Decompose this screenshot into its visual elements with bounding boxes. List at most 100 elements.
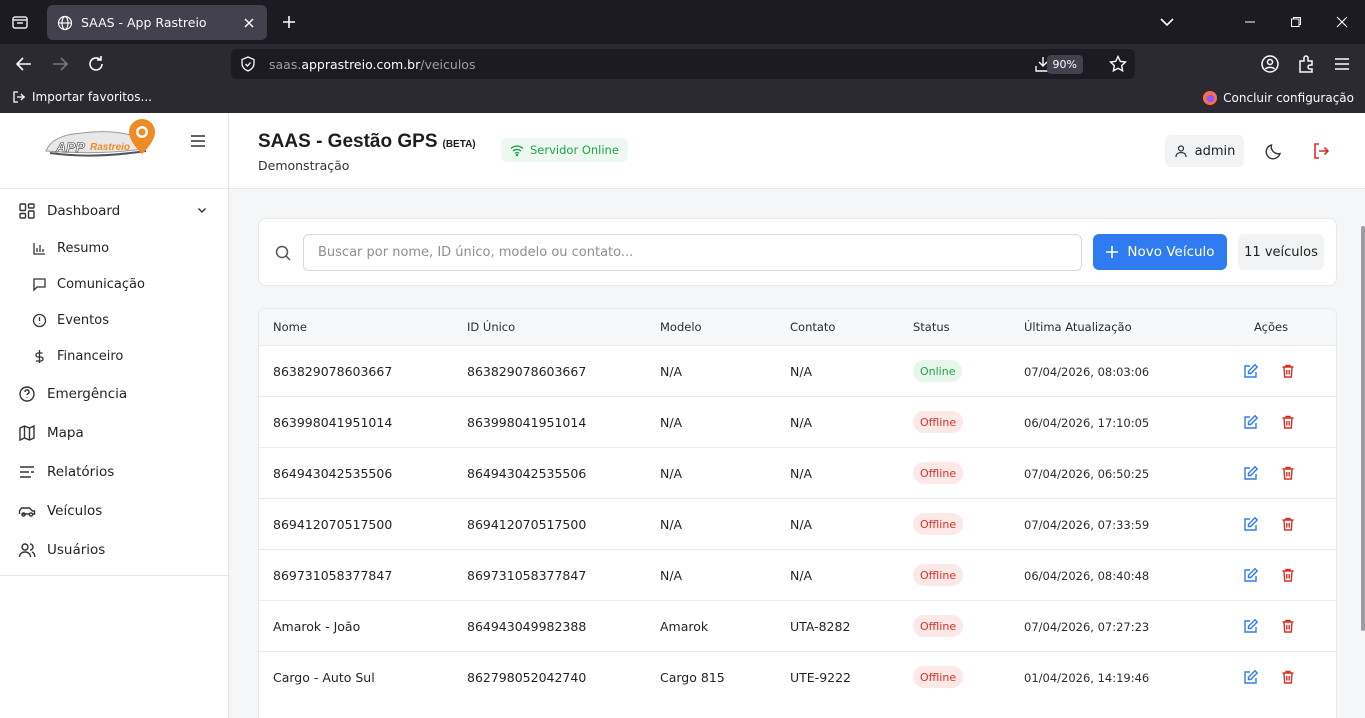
cell-contato: UTA-8282 xyxy=(790,619,851,634)
cell-id: 862798052042740 xyxy=(467,670,587,685)
col-modelo: Modelo xyxy=(660,320,702,334)
svg-text:APP: APP xyxy=(55,139,85,155)
edit-icon[interactable] xyxy=(1243,465,1259,481)
browser-nav-bar: saas.apprastreio.com.br/veiculos 90% xyxy=(0,44,1365,84)
user-menu-button[interactable]: admin xyxy=(1165,135,1244,167)
trash-icon[interactable] xyxy=(1280,516,1296,532)
page-title: SAAS - Gestão GPS (BETA) xyxy=(258,131,476,152)
app: APP Rastreio Dashboard Resumo Comunicaçã… xyxy=(0,113,1365,718)
cell-nome: 869412070517500 xyxy=(273,517,393,532)
status-badge: Offline xyxy=(913,666,964,688)
status-badge: Online xyxy=(913,360,963,382)
message-icon xyxy=(33,277,46,292)
cell-updated: 07/04/2026, 07:33:59 xyxy=(1024,518,1150,532)
trash-icon[interactable] xyxy=(1280,669,1296,685)
cell-modelo: N/A xyxy=(660,415,683,430)
trash-icon[interactable] xyxy=(1280,363,1296,379)
finish-setup[interactable]: Concluir configuração xyxy=(1202,90,1354,106)
sidebar-item-comunicacao[interactable]: Comunicação xyxy=(0,266,228,302)
sidebar-item-veiculos[interactable]: Veículos xyxy=(0,491,228,530)
tab-overview-icon[interactable] xyxy=(0,0,40,44)
cell-nome: Amarok - João xyxy=(273,619,361,634)
url-bar[interactable]: saas.apprastreio.com.br/veiculos 90% xyxy=(231,49,1135,79)
list-icon xyxy=(20,465,34,478)
edit-icon[interactable] xyxy=(1243,669,1259,685)
cell-contato: N/A xyxy=(790,364,813,379)
search-input[interactable] xyxy=(303,234,1082,271)
cell-updated: 06/04/2026, 08:40:48 xyxy=(1024,569,1150,583)
dollar-icon xyxy=(35,349,44,363)
edit-icon[interactable] xyxy=(1243,516,1259,532)
main-content: SAAS - Gestão GPS (BETA) Demonstração Ser… xyxy=(229,113,1365,718)
chart-icon xyxy=(33,242,45,255)
import-bookmarks[interactable]: Importar favoritos... xyxy=(12,90,152,104)
sidebar-item-relatorios[interactable]: Relatórios xyxy=(0,452,228,491)
trash-icon[interactable] xyxy=(1280,618,1296,634)
cell-modelo: N/A xyxy=(660,568,683,583)
edit-icon[interactable] xyxy=(1243,618,1259,634)
account-icon[interactable] xyxy=(1259,53,1281,75)
trash-icon[interactable] xyxy=(1280,414,1296,430)
table-row: 863998041951014 863998041951014 N/A N/A Offl… xyxy=(259,396,1336,447)
zoom-level[interactable]: 90% xyxy=(1046,55,1083,74)
cell-nome: 869731058377847 xyxy=(273,568,393,583)
sidebar-item-eventos[interactable]: Eventos xyxy=(0,302,228,338)
sidebar-item-emergencia[interactable]: Emergência xyxy=(0,374,228,413)
browser-tab[interactable]: SAAS - App Rastreio xyxy=(47,5,267,40)
alert-icon xyxy=(32,313,47,327)
restore-icon[interactable] xyxy=(1273,0,1319,44)
status-badge: Offline xyxy=(913,411,964,433)
logout-icon[interactable] xyxy=(1311,141,1331,161)
col-nome: Nome xyxy=(273,320,307,334)
reload-icon[interactable] xyxy=(85,53,107,75)
chevron-down-icon[interactable] xyxy=(196,204,208,216)
sidebar-item-financeiro[interactable]: Financeiro xyxy=(0,338,228,374)
cell-contato: N/A xyxy=(790,517,813,532)
scrollbar[interactable] xyxy=(1361,226,1365,631)
close-window-icon[interactable] xyxy=(1319,0,1365,44)
table-row: 864943042535506 864943042535506 N/A N/A Offl… xyxy=(259,447,1336,498)
sidebar-item-mapa[interactable]: Mapa xyxy=(0,413,228,452)
menu-icon[interactable] xyxy=(1331,53,1353,75)
table-row: 863829078603667 863829078603667 N/A N/A Onli… xyxy=(259,345,1336,396)
cell-contato: N/A xyxy=(790,415,813,430)
minimize-icon[interactable] xyxy=(1227,0,1273,44)
cell-modelo: N/A xyxy=(660,364,683,379)
new-vehicle-button[interactable]: Novo Veículo xyxy=(1093,234,1227,270)
cell-updated: 07/04/2026, 07:27:23 xyxy=(1024,620,1150,634)
sidebar-divider xyxy=(0,575,229,576)
forward-icon[interactable] xyxy=(49,53,71,75)
col-updated: Última Atualização xyxy=(1024,320,1132,334)
cell-updated: 07/04/2026, 08:03:06 xyxy=(1024,365,1150,379)
edit-icon[interactable] xyxy=(1243,567,1259,583)
browser-tab-bar: SAAS - App Rastreio xyxy=(0,0,1365,44)
beta-label: (BETA) xyxy=(442,139,476,150)
star-icon[interactable] xyxy=(1108,54,1128,74)
back-icon[interactable] xyxy=(13,53,35,75)
extensions-icon[interactable] xyxy=(1295,53,1317,75)
chevron-down-icon[interactable] xyxy=(1156,11,1178,33)
shield-icon[interactable] xyxy=(239,55,257,73)
edit-icon[interactable] xyxy=(1243,414,1259,430)
app-logo: APP Rastreio xyxy=(45,119,155,157)
sidebar-item-dashboard[interactable]: Dashboard xyxy=(0,191,228,230)
col-status: Status xyxy=(913,320,950,334)
sidebar-item-resumo[interactable]: Resumo xyxy=(0,230,228,266)
cell-modelo: Amarok xyxy=(660,619,709,634)
cell-contato: N/A xyxy=(790,466,813,481)
help-icon xyxy=(19,385,35,402)
trash-icon[interactable] xyxy=(1280,465,1296,481)
search-card: Novo Veículo 11 veículos xyxy=(258,218,1337,286)
table-row: 869412070517500 869412070517500 N/A N/A Offl… xyxy=(259,498,1336,549)
new-tab-icon[interactable] xyxy=(278,11,300,33)
cell-updated: 07/04/2026, 06:50:25 xyxy=(1024,467,1150,481)
trash-icon[interactable] xyxy=(1280,567,1296,583)
close-tab-icon[interactable] xyxy=(241,15,257,31)
cell-id: 864943042535506 xyxy=(467,466,587,481)
cell-modelo: Cargo 815 xyxy=(660,670,725,685)
hamburger-icon[interactable] xyxy=(188,131,208,151)
edit-icon[interactable] xyxy=(1243,363,1259,379)
moon-icon[interactable] xyxy=(1264,141,1284,161)
sidebar-item-usuarios[interactable]: Usuários xyxy=(0,530,228,569)
cell-updated: 01/04/2026, 14:19:46 xyxy=(1024,671,1150,685)
